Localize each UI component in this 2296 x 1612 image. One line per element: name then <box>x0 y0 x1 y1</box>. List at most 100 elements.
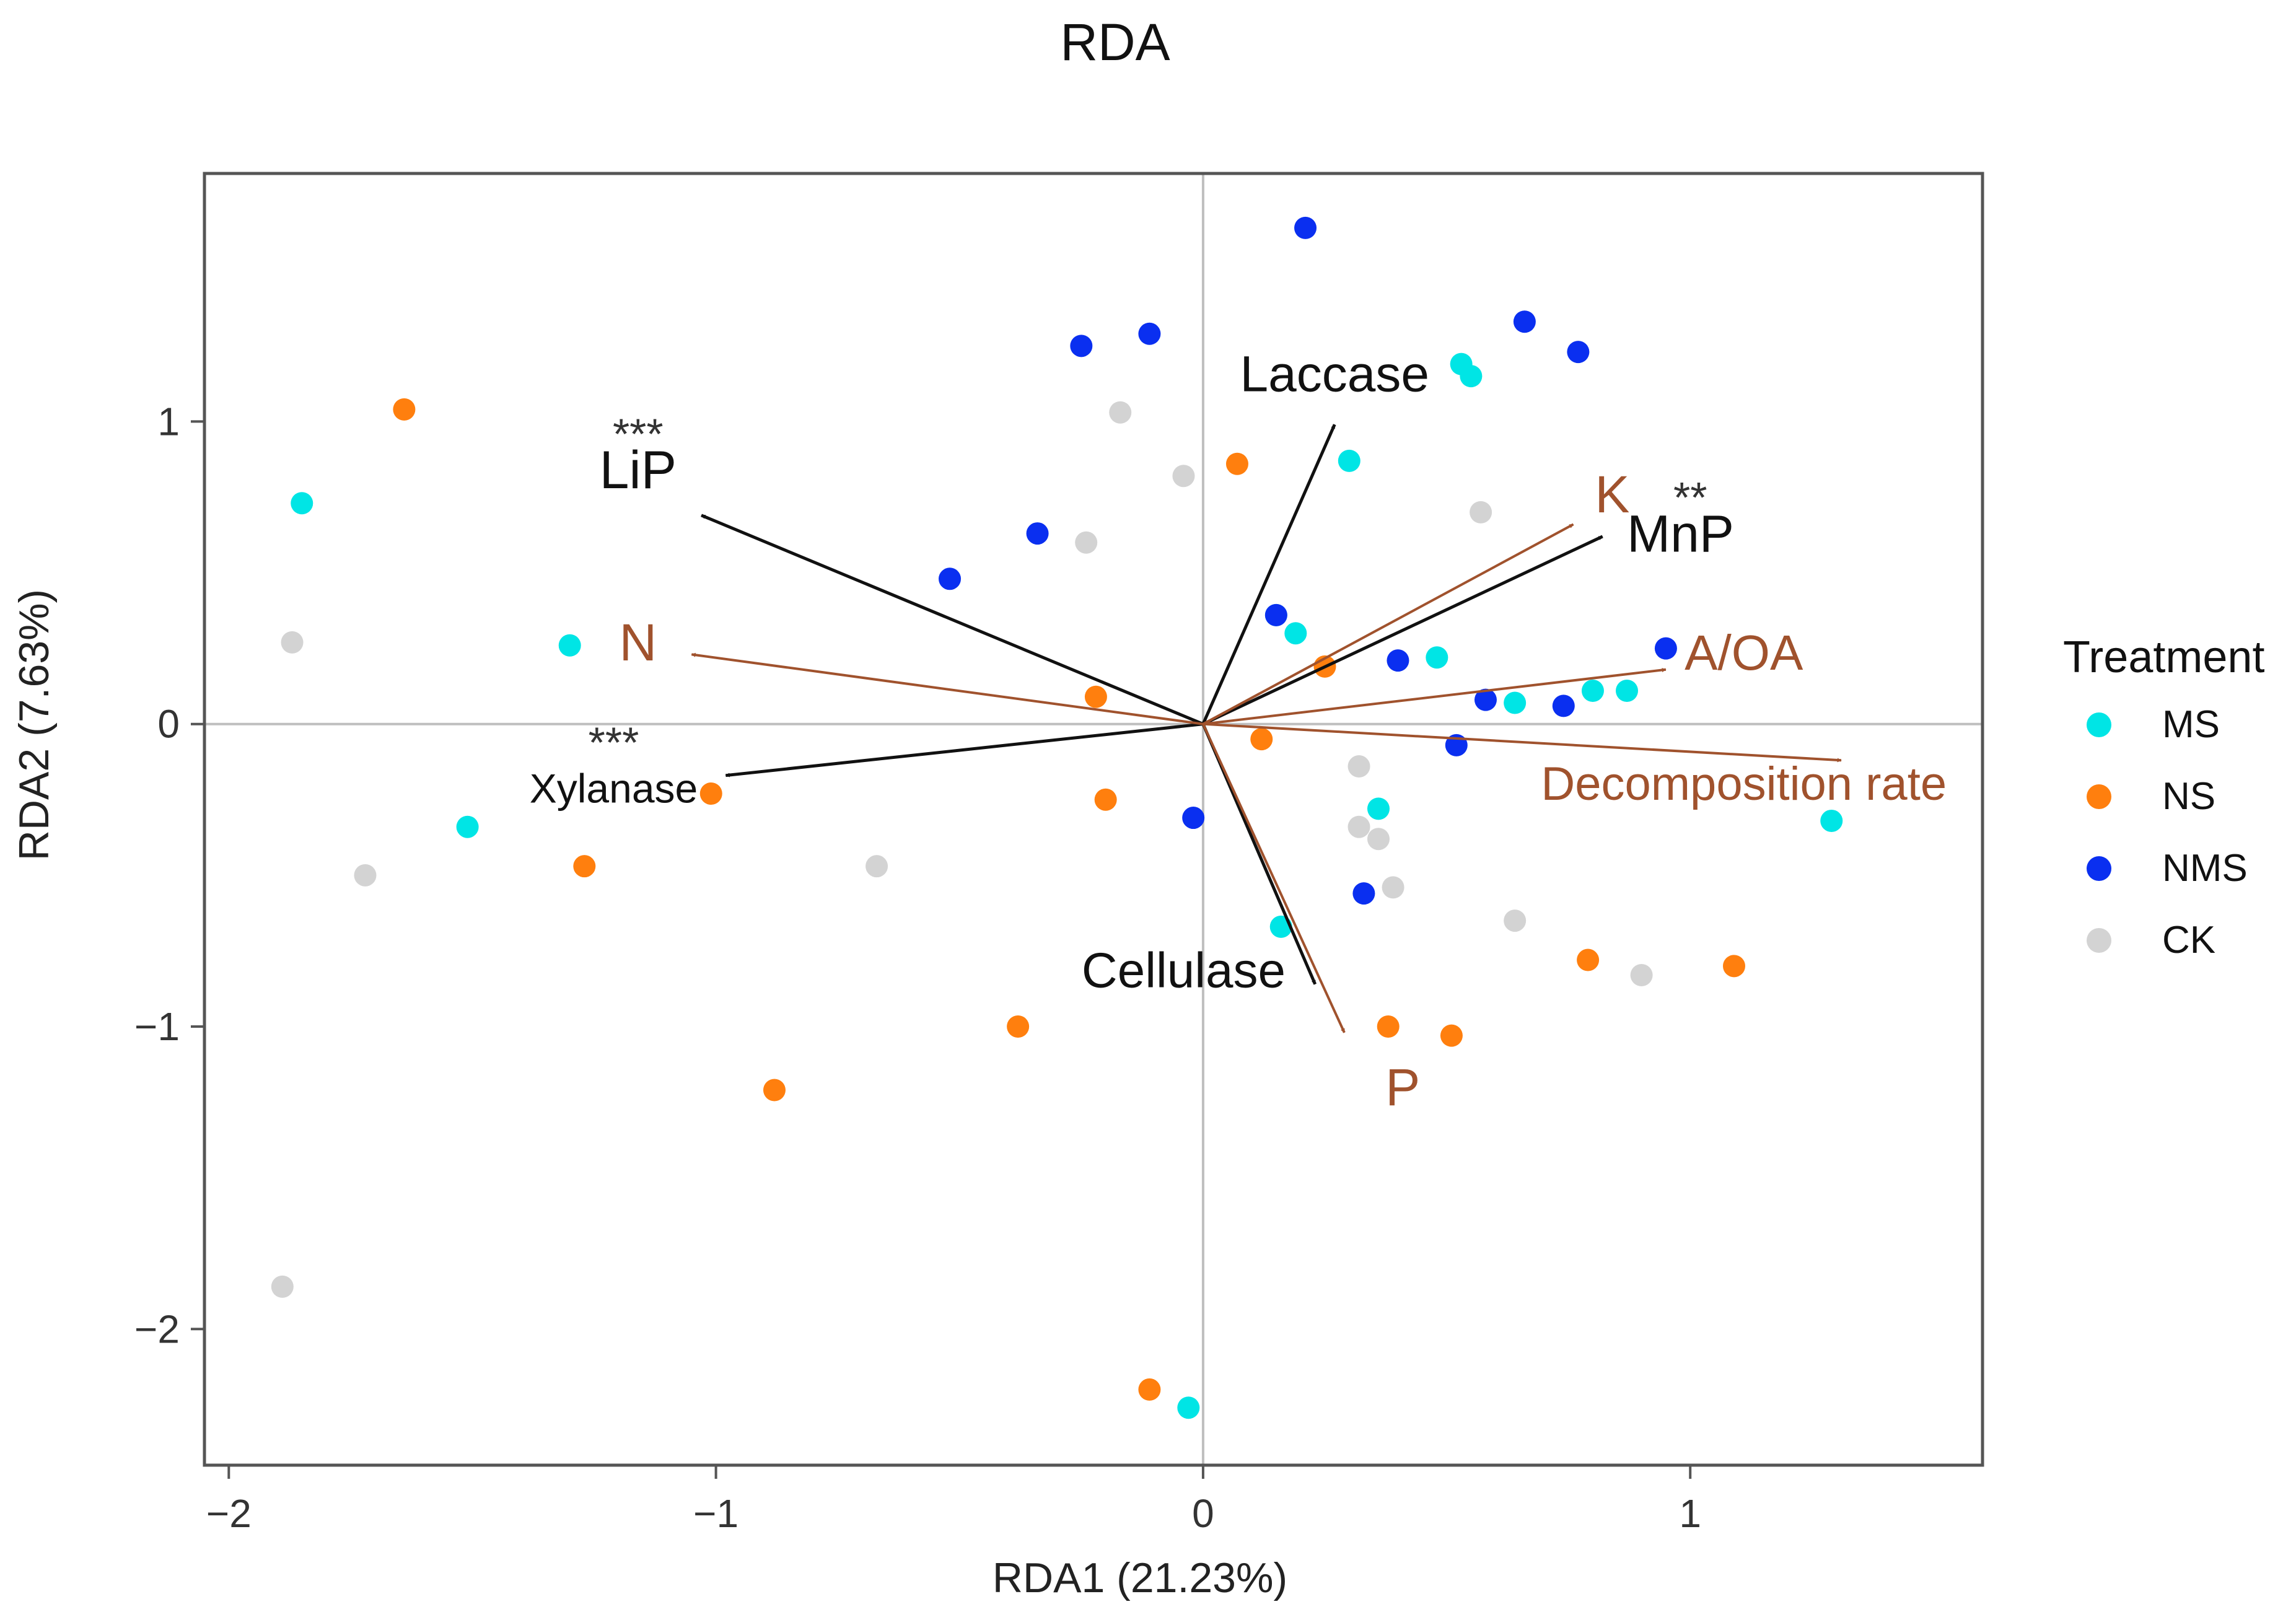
legend-swatch-ms <box>2087 712 2111 737</box>
point-ms <box>291 492 313 515</box>
point-ns <box>1138 1378 1161 1401</box>
point-nms <box>1294 216 1317 239</box>
point-ns <box>1250 728 1273 751</box>
legend-label-ms: MS <box>2162 703 2220 746</box>
significance-stars-mnp: ** <box>1673 473 1707 522</box>
y-axis-label: RDA2 (7.63%) <box>11 589 58 861</box>
vector-label-n: N <box>619 613 657 672</box>
vector-label-xylanase: Xylanase <box>530 766 698 812</box>
legend-label-nms: NMS <box>2162 847 2248 890</box>
point-ns <box>393 398 416 421</box>
point-ck <box>1109 401 1132 424</box>
vectors: LiP***LaccaseMnP**Xylanase***CellulaseKN… <box>530 346 1947 1116</box>
vector-arrow-decomposition-rate <box>1203 722 1842 763</box>
significance-stars-xylanase: *** <box>589 718 639 766</box>
vector-label-laccase: Laccase <box>1240 346 1429 403</box>
point-ns <box>1440 1024 1463 1047</box>
point-ck <box>1172 465 1195 488</box>
plot-frame <box>203 172 1984 1467</box>
series-nms <box>939 216 1677 905</box>
point-ms <box>1426 646 1448 669</box>
y-tick-label: 1 <box>157 399 180 444</box>
vector-arrow-laccase <box>1201 424 1336 725</box>
point-nms <box>1654 637 1677 660</box>
point-ns <box>1722 955 1745 978</box>
point-nms <box>1474 688 1497 711</box>
legend-label-ns: NS <box>2162 775 2215 818</box>
point-ms <box>1460 365 1483 388</box>
vector-label-mnp: MnP <box>1627 504 1734 563</box>
point-ns <box>763 1079 786 1102</box>
series-ck <box>271 401 1653 1298</box>
y-tick-label: 0 <box>157 702 180 747</box>
point-nms <box>1352 882 1375 905</box>
point-ck <box>1382 876 1404 899</box>
point-ms <box>1820 809 1843 832</box>
point-ck <box>271 1275 294 1298</box>
legend: Treatment MS NS NMS CK <box>2063 633 2264 962</box>
vector-arrow-a-oa <box>1203 668 1667 725</box>
point-ck <box>1367 828 1390 851</box>
vector-arrow-k <box>1202 523 1574 725</box>
point-ns <box>573 855 596 878</box>
vector-label-cellulase: Cellulase <box>1082 943 1286 998</box>
x-tick-label: −1 <box>693 1491 738 1536</box>
point-ms <box>1177 1396 1200 1419</box>
vector-arrow-mnp <box>1202 535 1603 725</box>
point-ns <box>699 782 722 805</box>
point-ck <box>1347 815 1370 838</box>
point-nms <box>1387 649 1409 672</box>
point-ms <box>456 815 479 838</box>
point-ck <box>1075 531 1098 554</box>
y-tick-label: −1 <box>134 1004 180 1049</box>
point-nms <box>1138 322 1161 345</box>
point-ns <box>1577 948 1600 971</box>
vector-label-lip: LiP <box>600 440 677 500</box>
point-nms <box>1552 694 1575 717</box>
x-tick-label: 1 <box>1679 1491 1701 1536</box>
point-ck <box>1347 755 1370 778</box>
axes: −2 −1 0 1 1 0 −1 −2 <box>134 172 1984 1536</box>
point-ms <box>558 634 581 657</box>
vector-arrow-lip <box>701 514 1204 725</box>
point-ns <box>1225 452 1248 475</box>
point-ms <box>1616 679 1638 702</box>
legend-swatch-ns <box>2087 784 2111 809</box>
point-nms <box>1182 807 1205 830</box>
legend-swatch-nms <box>2087 856 2111 881</box>
point-ns <box>1094 788 1117 811</box>
point-ms <box>1338 449 1361 472</box>
plot-area: LiP***LaccaseMnP**Xylanase***CellulaseKN… <box>204 173 1983 1465</box>
point-ns <box>1084 685 1107 708</box>
legend-title: Treatment <box>2063 633 2264 682</box>
point-nms <box>1264 603 1287 626</box>
point-ms <box>1367 797 1390 820</box>
point-ck <box>1630 963 1653 986</box>
significance-stars-lip: *** <box>613 410 664 458</box>
vector-label-decomposition-rate: Decomposition rate <box>1541 758 1947 810</box>
x-tick-label: −2 <box>206 1491 252 1536</box>
series-ns <box>393 398 1745 1401</box>
point-ck <box>1470 501 1492 523</box>
point-nms <box>1070 335 1093 357</box>
point-ck <box>354 864 377 887</box>
x-axis-label: RDA1 (21.23%) <box>992 1554 1287 1601</box>
point-ms <box>1284 622 1307 645</box>
vector-label-a-oa: A/OA <box>1685 625 1803 680</box>
point-ck <box>281 631 304 654</box>
chart-title: RDA <box>1060 13 1170 71</box>
legend-label-ck: CK <box>2162 919 2215 962</box>
vector-arrow-n <box>691 652 1204 725</box>
point-nms <box>1567 341 1590 364</box>
point-ck <box>1504 909 1527 932</box>
vector-label-p: P <box>1385 1058 1420 1116</box>
y-tick-label: −2 <box>134 1307 180 1351</box>
vector-label-k: K <box>1595 465 1629 523</box>
point-ns <box>1377 1015 1400 1038</box>
vector-arrow-xylanase <box>725 722 1204 778</box>
x-tick-label: 0 <box>1192 1491 1214 1536</box>
point-nms <box>939 567 962 590</box>
point-nms <box>1513 310 1536 333</box>
point-ns <box>1007 1015 1030 1038</box>
